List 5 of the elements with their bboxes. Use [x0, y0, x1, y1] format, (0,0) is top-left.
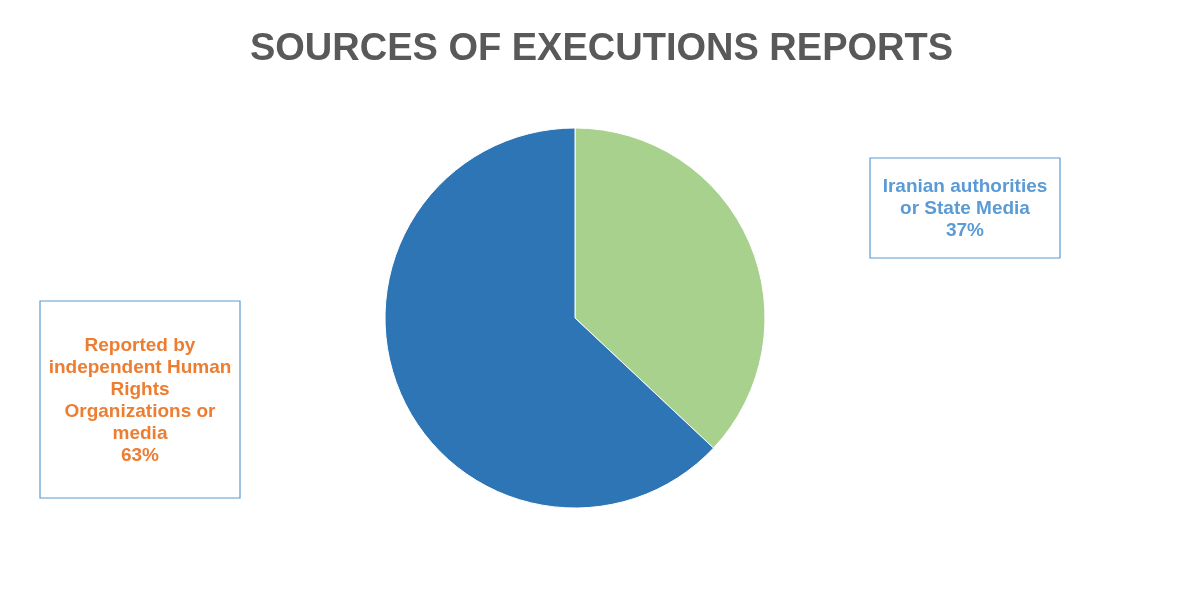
data-label: 37% — [945, 219, 985, 240]
chart-title: SOURCES OF EXECUTIONS REPORTS — [249, 26, 954, 68]
data-label: 63% — [120, 443, 160, 465]
slice-label: Iranian authorities or State Media — [882, 175, 1048, 218]
slice-label: Reported by independent Human Rights Organizations or media — [48, 333, 232, 443]
